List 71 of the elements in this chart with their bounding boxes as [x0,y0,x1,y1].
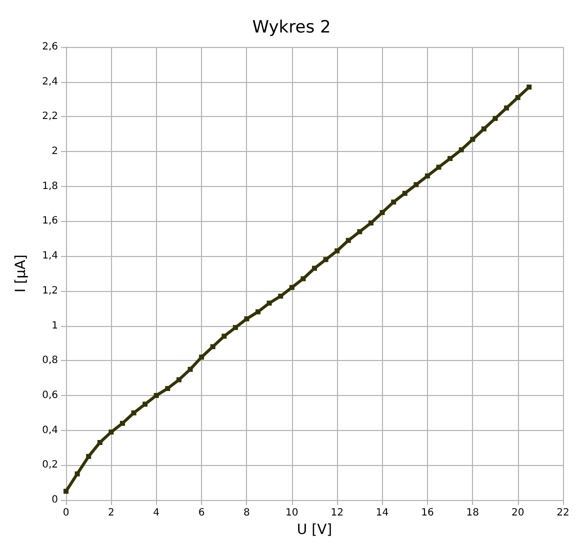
point [142,402,148,407]
point [402,190,408,196]
point [97,440,102,446]
y-tick-label: 2,4 [42,76,58,88]
point [448,156,453,162]
point [131,410,136,416]
point [86,454,92,459]
point [380,210,385,216]
y-tick-label: 0,8 [42,355,58,366]
point [244,316,250,322]
point [188,366,193,372]
point [346,238,351,243]
point [323,257,328,262]
y-tick-label: 1,4 [42,250,58,262]
chart-title: Wykres 2 [252,18,331,38]
y-tick-label: 2,6 [42,42,58,52]
point [278,294,284,299]
point [222,334,227,339]
point [266,300,272,306]
y-axis-title: I [µA] [13,254,29,292]
y-tick-label: 0,4 [42,424,58,436]
point [64,488,68,494]
point [368,220,374,226]
y-tick-label: 2 [52,146,58,158]
point [504,105,510,110]
point [515,95,520,100]
x-tick-label: 12 [330,508,344,518]
x-tick-label: 22 [556,508,570,518]
point [414,182,419,188]
point [526,84,532,90]
point [334,248,340,254]
point [232,325,238,330]
x-tick-label: 16 [421,508,434,518]
point [470,136,476,142]
point [176,377,182,382]
point [300,276,306,282]
x-tick-label: 6 [198,508,205,518]
point [165,386,170,391]
y-tick-label: 0,6 [42,390,58,401]
point [256,309,261,314]
point [391,200,396,205]
y-tick-label: 0,2 [42,460,58,471]
point [210,344,216,350]
point [74,471,80,476]
y-tick-label: 1,8 [42,180,58,192]
x-tick-label: 0 [62,508,70,518]
point [289,284,294,290]
x-tick-label: 10 [286,508,298,518]
x-tick-label: 20 [511,508,524,518]
point [108,430,114,435]
point [436,164,442,170]
point [357,229,362,234]
y-tick-label: 2,2 [42,111,58,122]
point [199,354,204,360]
y-tick-label: 1,6 [42,216,58,227]
point [312,266,317,271]
y-tick-label: 1 [52,320,58,332]
x-tick-label: 8 [244,508,250,518]
point [120,420,125,426]
x-axis-title: U [V] [296,522,332,538]
x-tick-label: 2 [108,508,114,518]
y-tick-label: 1,2 [42,285,58,296]
y-tick-label: 0 [52,494,58,506]
x-tick-label: 14 [376,508,389,518]
point [458,147,464,152]
x-tick-label: 4 [153,508,160,518]
point [492,116,498,121]
point [424,173,430,178]
point [481,126,486,132]
point [154,392,159,398]
x-tick-label: 18 [466,508,480,518]
